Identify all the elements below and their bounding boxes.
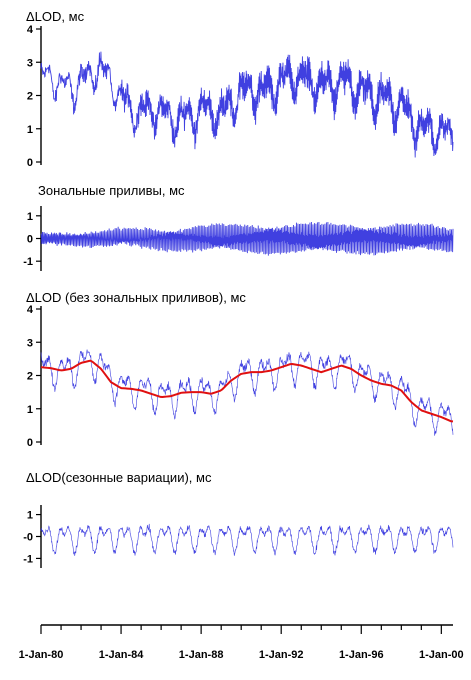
y-tick-label-0-0: 0 xyxy=(27,157,33,169)
series-line-1-0 xyxy=(40,221,454,256)
y-tick-label-3-1: -0 xyxy=(23,532,33,544)
y-tick-label-2-1: 1 xyxy=(27,404,33,416)
x-tick-label-2: 1-Jan-88 xyxy=(179,649,224,661)
panel-zonal-tides: -1 0 1 xyxy=(23,206,454,271)
panel-delta-lod: 0 1 2 3 4 xyxy=(27,24,454,169)
y-tick-label-0-3: 3 xyxy=(27,57,33,69)
panel-seasonal: -1 -0 1 xyxy=(23,505,454,568)
y-tick-label-3-0: -1 xyxy=(23,553,33,565)
y-tick-label-1-1: 0 xyxy=(27,234,33,246)
y-tick-label-1-0: -1 xyxy=(23,256,33,268)
series-line-3-0 xyxy=(40,523,454,556)
x-tick-label-3: 1-Jan-92 xyxy=(259,649,304,661)
series-line-2-0 xyxy=(40,349,454,436)
y-tick-label-2-2: 2 xyxy=(27,371,33,383)
panel4-title: ΔLOD(сезонные вариации), мс xyxy=(26,470,212,485)
panel2-title: Зональные приливы, мс xyxy=(38,183,185,198)
x-tick-label-4: 1-Jan-96 xyxy=(339,649,384,661)
y-tick-label-2-3: 3 xyxy=(27,337,33,349)
y-tick-label-2-0: 0 xyxy=(27,437,33,449)
x-tick-label-1: 1-Jan-84 xyxy=(99,649,145,661)
panel-delta-lod-no-tides: 0 1 2 3 4 xyxy=(27,304,454,449)
series-line-0-0 xyxy=(40,51,454,158)
y-tick-label-0-1: 1 xyxy=(27,124,33,136)
y-tick-label-1-2: 1 xyxy=(27,211,33,223)
panel3-title: ΔLOD (без зональных приливов), мс xyxy=(26,290,246,305)
y-tick-label-0-2: 2 xyxy=(27,91,33,103)
x-tick-label-0: 1-Jan-80 xyxy=(19,649,64,661)
series-line-2-1 xyxy=(40,359,454,423)
x-axis: 1-Jan-80 1-Jan-84 1-Jan-88 1-Jan-92 1-Jan-96… xyxy=(19,624,464,661)
y-tick-label-2-4: 4 xyxy=(27,304,34,316)
x-tick-label-5: 1-Jan-00 xyxy=(419,649,464,661)
panel1-title: ΔLOD, мс xyxy=(26,9,85,24)
y-tick-label-0-4: 4 xyxy=(27,24,34,36)
y-tick-label-3-2: 1 xyxy=(27,510,33,522)
